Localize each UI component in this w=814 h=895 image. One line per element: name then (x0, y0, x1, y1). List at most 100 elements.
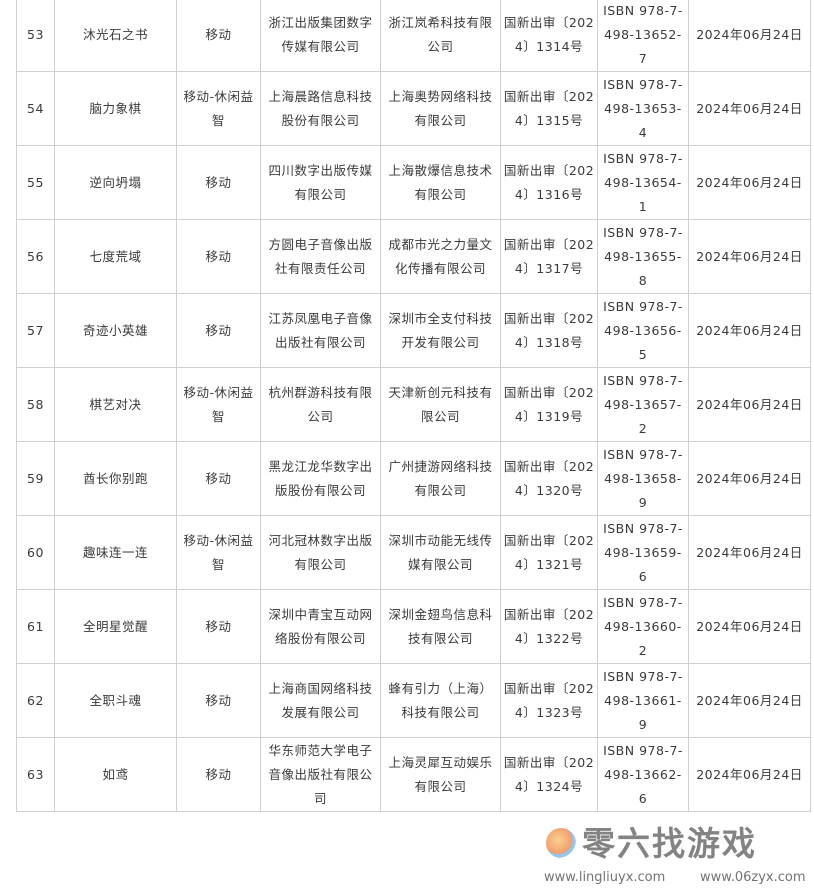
operator-cell: 上海奥势网络科技有限公司 (380, 71, 501, 146)
operator-cell: 深圳市动能无线传媒有限公司 (380, 515, 501, 590)
publisher-cell: 杭州群游科技有限公司 (260, 367, 381, 442)
approval-number-cell: 国新出审〔2024〕1316号 (500, 145, 598, 220)
approval-date-cell: 2024年06月24日 (688, 0, 811, 72)
game-type-cell: 移动-休闲益智 (176, 71, 261, 146)
row-number-cell: 60 (16, 515, 55, 590)
isbn-cell: ISBN 978-7-498-13660-2 (597, 589, 689, 664)
approval-number-cell: 国新出审〔2024〕1323号 (500, 663, 598, 738)
isbn-cell: ISBN 978-7-498-13654-1 (597, 145, 689, 220)
operator-cell: 深圳金翅鸟信息科技有限公司 (380, 589, 501, 664)
isbn-cell: ISBN 978-7-498-13662-6 (597, 737, 689, 812)
game-type-cell: 移动-休闲益智 (176, 367, 261, 442)
publisher-cell: 华东师范大学电子音像出版社有限公司 (260, 737, 381, 812)
operator-cell: 上海灵犀互动娱乐有限公司 (380, 737, 501, 812)
watermark: 零六找游戏 www.lingliuyx.com www.06zyx.com (540, 824, 814, 892)
isbn-cell: ISBN 978-7-498-13652-7 (597, 0, 689, 72)
game-name-cell: 沐光石之书 (54, 0, 177, 72)
approval-date-cell: 2024年06月24日 (688, 145, 811, 220)
publisher-cell: 上海商国网络科技发展有限公司 (260, 663, 381, 738)
approval-number-cell: 国新出审〔2024〕1324号 (500, 737, 598, 812)
table-row: 54 脑力象棋 移动-休闲益智 上海晨路信息科技股份有限公司 上海奥势网络科技有限公司国… (16, 71, 811, 146)
table-row: 53 沐光石之书 移动 浙江出版集团数字传媒有限公司 浙江岚希科技有限公司 国新出审〔20… (16, 0, 811, 72)
publisher-cell: 方圆电子音像出版社有限责任公司 (260, 219, 381, 294)
operator-cell: 广州捷游网络科技有限公司 (380, 441, 501, 516)
game-name-cell: 脑力象棋 (54, 71, 177, 146)
game-name-cell: 全职斗魂 (54, 663, 177, 738)
publisher-cell: 深圳中青宝互动网络股份有限公司 (260, 589, 381, 664)
operator-cell: 天津新创元科技有限公司 (380, 367, 501, 442)
approval-date-cell: 2024年06月24日 (688, 589, 811, 664)
game-type-cell: 移动 (176, 219, 261, 294)
approval-number-cell: 国新出审〔2024〕1318号 (500, 293, 598, 368)
table-row: 62 全职斗魂 移动 上海商国网络科技发展有限公司 蜂有引力（上海）科技有限公司 国新出审… (16, 663, 811, 738)
watermark-url-2: www.06zyx.com (700, 870, 806, 885)
publisher-cell: 河北冠林数字出版有限公司 (260, 515, 381, 590)
watermark-logo-icon (546, 828, 576, 858)
game-name-cell: 如鸢 (54, 737, 177, 812)
isbn-cell: ISBN 978-7-498-13659-6 (597, 515, 689, 590)
game-name-cell: 酋长你别跑 (54, 441, 177, 516)
isbn-cell: ISBN 978-7-498-13656-5 (597, 293, 689, 368)
game-type-cell: 移动-休闲益智 (176, 515, 261, 590)
game-name-cell: 逆向坍塌 (54, 145, 177, 220)
game-name-cell: 七度荒域 (54, 219, 177, 294)
game-type-cell: 移动 (176, 589, 261, 664)
table-row: 63 如鸢 移动 华东师范大学电子音像出版社有限公司 上海灵犀互动娱乐有限公司 国新出审〔… (16, 737, 811, 812)
approval-date-cell: 2024年06月24日 (688, 515, 811, 590)
publisher-cell: 江苏凤凰电子音像出版社有限公司 (260, 293, 381, 368)
game-name-cell: 棋艺对决 (54, 367, 177, 442)
publisher-cell: 上海晨路信息科技股份有限公司 (260, 71, 381, 146)
game-approval-table: 53 沐光石之书 移动 浙江出版集团数字传媒有限公司 浙江岚希科技有限公司 国新出审〔20… (16, 0, 811, 812)
approval-number-cell: 国新出审〔2024〕1320号 (500, 441, 598, 516)
table-row: 55 逆向坍塌 移动 四川数字出版传媒有限公司 上海散爆信息技术有限公司 国新出审〔202… (16, 145, 811, 220)
table-row: 58 棋艺对决 移动-休闲益智 杭州群游科技有限公司 天津新创元科技有限公司 国新出审〔2… (16, 367, 811, 442)
row-number-cell: 59 (16, 441, 55, 516)
isbn-cell: ISBN 978-7-498-13653-4 (597, 71, 689, 146)
game-type-cell: 移动 (176, 0, 261, 72)
watermark-title: 零六找游戏 (582, 824, 757, 863)
game-type-cell: 移动 (176, 293, 261, 368)
game-type-cell: 移动 (176, 737, 261, 812)
game-type-cell: 移动 (176, 441, 261, 516)
table-row: 56 七度荒域 移动 方圆电子音像出版社有限责任公司 成都市光之力量文化传播有限公司 国新… (16, 219, 811, 294)
isbn-cell: ISBN 978-7-498-13657-2 (597, 367, 689, 442)
publisher-cell: 四川数字出版传媒有限公司 (260, 145, 381, 220)
isbn-cell: ISBN 978-7-498-13655-8 (597, 219, 689, 294)
row-number-cell: 58 (16, 367, 55, 442)
approval-date-cell: 2024年06月24日 (688, 663, 811, 738)
table-row: 59 酋长你别跑 移动 黑龙江龙华数字出版股份有限公司 广州捷游网络科技有限公司 国新出审… (16, 441, 811, 516)
row-number-cell: 63 (16, 737, 55, 812)
isbn-cell: ISBN 978-7-498-13658-9 (597, 441, 689, 516)
game-name-cell: 奇迹小英雄 (54, 293, 177, 368)
row-number-cell: 53 (16, 0, 55, 72)
approval-number-cell: 国新出审〔2024〕1319号 (500, 367, 598, 442)
row-number-cell: 62 (16, 663, 55, 738)
approval-number-cell: 国新出审〔2024〕1322号 (500, 589, 598, 664)
approval-date-cell: 2024年06月24日 (688, 219, 811, 294)
approval-number-cell: 国新出审〔2024〕1314号 (500, 0, 598, 72)
approval-number-cell: 国新出审〔2024〕1315号 (500, 71, 598, 146)
table-row: 57 奇迹小英雄 移动 江苏凤凰电子音像出版社有限公司 深圳市全支付科技开发有限公司 国新… (16, 293, 811, 368)
game-type-cell: 移动 (176, 145, 261, 220)
game-type-cell: 移动 (176, 663, 261, 738)
operator-cell: 成都市光之力量文化传播有限公司 (380, 219, 501, 294)
approval-date-cell: 2024年06月24日 (688, 441, 811, 516)
operator-cell: 浙江岚希科技有限公司 (380, 0, 501, 72)
row-number-cell: 61 (16, 589, 55, 664)
isbn-cell: ISBN 978-7-498-13661-9 (597, 663, 689, 738)
operator-cell: 蜂有引力（上海）科技有限公司 (380, 663, 501, 738)
watermark-url-1: www.lingliuyx.com (544, 870, 666, 885)
table-body: 53 沐光石之书 移动 浙江出版集团数字传媒有限公司 浙江岚希科技有限公司 国新出审〔20… (16, 0, 811, 812)
approval-date-cell: 2024年06月24日 (688, 71, 811, 146)
operator-cell: 上海散爆信息技术有限公司 (380, 145, 501, 220)
game-name-cell: 趣味连一连 (54, 515, 177, 590)
approval-date-cell: 2024年06月24日 (688, 737, 811, 812)
approval-number-cell: 国新出审〔2024〕1317号 (500, 219, 598, 294)
approval-date-cell: 2024年06月24日 (688, 367, 811, 442)
table-row: 61 全明星觉醒 移动 深圳中青宝互动网络股份有限公司 深圳金翅鸟信息科技有限公司 国新出… (16, 589, 811, 664)
approval-number-cell: 国新出审〔2024〕1321号 (500, 515, 598, 590)
publisher-cell: 黑龙江龙华数字出版股份有限公司 (260, 441, 381, 516)
row-number-cell: 56 (16, 219, 55, 294)
row-number-cell: 57 (16, 293, 55, 368)
row-number-cell: 54 (16, 71, 55, 146)
